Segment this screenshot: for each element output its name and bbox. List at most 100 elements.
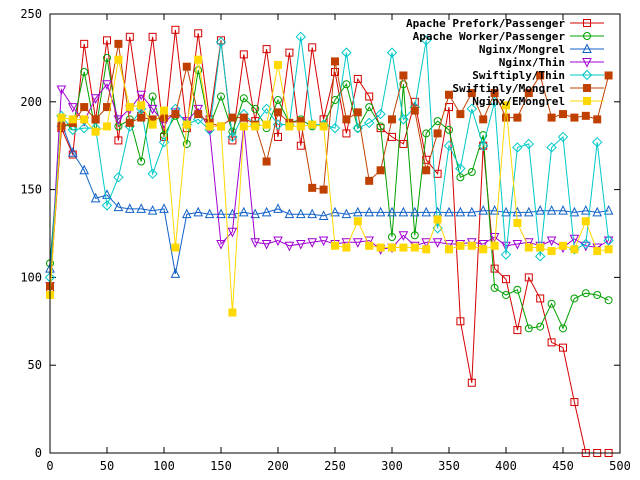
data-point	[194, 66, 203, 75]
data-point	[296, 141, 305, 150]
data-point	[547, 247, 556, 256]
data-point	[262, 45, 271, 54]
data-point	[136, 203, 147, 213]
data-point	[593, 290, 602, 299]
data-point	[513, 326, 522, 335]
data-point	[251, 104, 260, 113]
data-point	[467, 241, 476, 250]
data-point	[341, 208, 352, 219]
data-point	[285, 48, 294, 57]
data-point	[148, 120, 157, 129]
data-point	[114, 55, 123, 64]
legend-item: Apache Worker/Passenger	[413, 30, 604, 43]
data-point	[262, 120, 271, 129]
data-point	[591, 136, 603, 148]
data-point	[570, 113, 579, 122]
data-point	[331, 57, 339, 66]
data-point	[580, 238, 592, 250]
data-point	[101, 200, 113, 211]
data-point	[604, 71, 613, 80]
data-point	[547, 113, 556, 122]
data-point	[398, 231, 409, 241]
data-point	[342, 80, 351, 89]
data-point	[490, 264, 499, 273]
data-point	[102, 80, 112, 90]
legend-swatch-marker	[583, 19, 591, 27]
data-point	[137, 157, 146, 166]
data-point	[113, 201, 124, 212]
data-point	[445, 125, 453, 134]
data-point	[479, 115, 488, 124]
y-tick-label: 0	[35, 446, 42, 460]
data-point	[194, 29, 203, 38]
data-point	[603, 205, 614, 215]
data-point	[513, 285, 522, 294]
data-point	[239, 50, 248, 59]
data-point	[534, 251, 546, 262]
data-point	[193, 206, 204, 217]
data-point	[273, 236, 283, 247]
data-point	[455, 163, 466, 174]
data-point	[353, 74, 362, 83]
data-point	[523, 138, 535, 150]
y-tick-label: 150	[20, 183, 42, 197]
data-point	[125, 118, 134, 127]
data-point	[342, 129, 351, 138]
data-point	[352, 206, 363, 217]
data-point	[284, 241, 295, 252]
data-point	[456, 241, 465, 250]
data-point	[114, 39, 123, 48]
data-point	[421, 206, 432, 217]
legend-item: Swiftiply/Mongrel	[452, 82, 604, 95]
data-point	[80, 115, 89, 124]
data-point	[536, 294, 545, 303]
data-point	[502, 290, 510, 299]
data-point	[308, 43, 317, 52]
data-point	[467, 89, 476, 98]
data-point	[502, 113, 510, 122]
data-point	[593, 247, 602, 256]
legend-label: Apache Prefork/Passenger	[406, 17, 565, 30]
data-point	[262, 157, 271, 166]
data-point	[478, 205, 489, 215]
data-point	[217, 92, 225, 101]
y-tick-label: 250	[20, 7, 42, 21]
data-point	[512, 240, 523, 250]
y-tick-label: 50	[28, 358, 42, 372]
data-point	[250, 208, 261, 219]
data-point	[490, 283, 499, 292]
data-point	[261, 206, 272, 217]
data-point	[559, 343, 567, 352]
data-point	[547, 338, 556, 347]
data-point	[227, 227, 238, 238]
data-point	[261, 240, 272, 250]
data-point	[512, 206, 523, 217]
data-point	[581, 217, 590, 226]
data-point	[570, 294, 579, 303]
data-point	[307, 238, 318, 248]
data-point	[444, 206, 454, 217]
data-point	[274, 96, 282, 105]
data-point	[399, 243, 408, 252]
data-point	[170, 268, 181, 278]
data-point	[103, 36, 111, 45]
data-point	[365, 241, 374, 250]
data-point	[581, 289, 590, 298]
data-point	[547, 299, 556, 308]
data-point	[228, 113, 237, 122]
data-point	[330, 206, 340, 217]
data-point	[90, 192, 101, 203]
data-point	[67, 103, 78, 113]
legend-item: Apache Prefork/Passenger	[406, 17, 604, 30]
data-point	[445, 245, 453, 254]
data-point	[80, 67, 89, 76]
data-point	[308, 120, 317, 129]
data-point	[124, 203, 135, 213]
data-point	[171, 243, 180, 252]
data-point	[409, 206, 420, 217]
data-point	[228, 308, 237, 317]
data-point	[67, 124, 79, 136]
legend-item: Nginx/EMongrel	[472, 95, 604, 108]
data-point	[91, 127, 100, 136]
